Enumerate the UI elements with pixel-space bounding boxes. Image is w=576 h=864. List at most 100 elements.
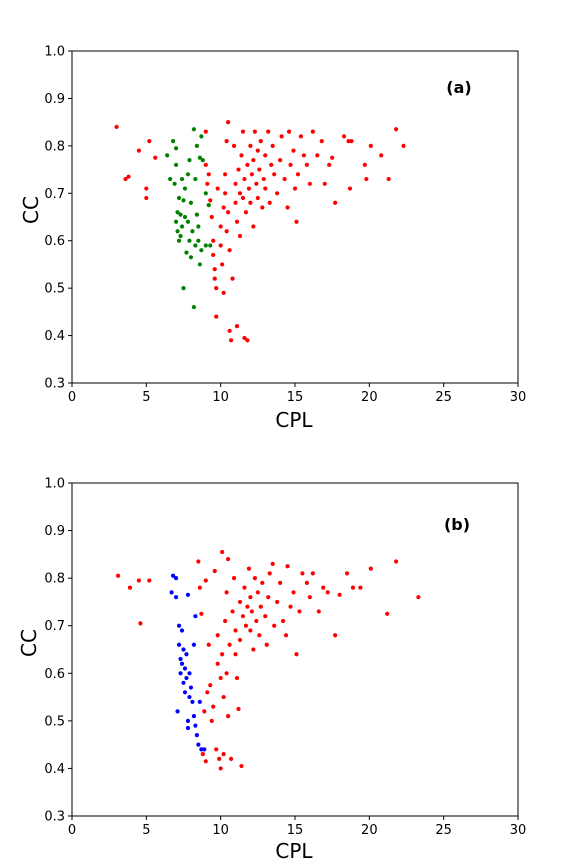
data-point	[209, 214, 214, 220]
data-point	[199, 611, 204, 616]
data-point	[193, 723, 198, 728]
data-point	[181, 680, 186, 685]
data-point	[239, 763, 244, 769]
data-point	[393, 559, 399, 564]
data-point	[266, 595, 271, 600]
data-point	[263, 614, 268, 619]
data-point	[115, 573, 121, 578]
data-point	[257, 167, 262, 172]
data-point	[319, 139, 324, 144]
data-point	[226, 120, 231, 125]
data-point	[182, 690, 188, 695]
data-point	[218, 243, 223, 248]
data-point	[228, 756, 234, 762]
data-point	[283, 633, 289, 638]
data-point	[236, 706, 241, 712]
y-tick-label: 0.9	[44, 92, 65, 107]
data-point	[182, 214, 188, 220]
data-point	[199, 747, 204, 752]
data-point	[242, 335, 247, 341]
data-point	[230, 276, 235, 281]
data-point	[350, 585, 356, 590]
data-point	[191, 642, 197, 647]
data-point	[269, 162, 274, 167]
data-point	[315, 153, 320, 158]
data-point	[249, 609, 254, 614]
data-point	[255, 148, 260, 153]
data-point	[255, 590, 260, 595]
data-point	[260, 205, 265, 210]
data-point	[165, 153, 170, 158]
data-point	[254, 618, 259, 624]
data-point	[231, 576, 237, 581]
data-point	[248, 628, 253, 633]
data-point	[196, 224, 201, 229]
data-point	[234, 675, 240, 681]
data-point	[221, 694, 226, 700]
data-point	[224, 139, 229, 144]
data-point	[330, 155, 335, 160]
data-point	[203, 578, 208, 583]
data-point	[379, 153, 384, 158]
y-tick-label: 0.5	[44, 282, 65, 297]
data-point	[223, 172, 228, 177]
x-tick-label: 10	[212, 390, 229, 405]
x-tick-label: 5	[142, 390, 150, 405]
data-point	[245, 604, 250, 609]
x-tick-label: 20	[361, 390, 378, 405]
data-point	[175, 210, 180, 215]
x-tick-label: 25	[435, 823, 452, 838]
data-point	[327, 162, 332, 167]
data-point	[211, 238, 216, 243]
data-point	[197, 155, 202, 160]
data-point	[237, 191, 243, 196]
data-point	[237, 233, 243, 239]
data-point	[208, 243, 213, 248]
scatter-panel-b: (b) CPL CC 0 5 10 15 20 25 30 0.3 0.4 0.5 0.6 0.7 0.…	[17, 477, 526, 864]
x-tick-label: 15	[287, 390, 304, 405]
data-point	[245, 338, 250, 343]
y-tick-label: 0.7	[44, 619, 65, 634]
data-point	[179, 661, 185, 666]
data-point	[358, 585, 363, 590]
data-point	[341, 134, 347, 139]
y-tick-label: 0.6	[44, 667, 65, 682]
data-point	[136, 148, 141, 153]
data-point	[203, 129, 208, 134]
data-point	[240, 614, 246, 619]
data-point	[260, 580, 265, 586]
data-point	[187, 694, 192, 700]
data-point	[266, 129, 271, 134]
data-point	[203, 759, 208, 764]
data-point	[264, 642, 269, 647]
data-point	[212, 568, 217, 574]
y-tick-label: 0.8	[44, 139, 65, 154]
data-point	[196, 559, 201, 564]
data-point	[196, 238, 201, 243]
data-point	[333, 633, 338, 638]
data-point	[275, 191, 280, 196]
data-point	[194, 143, 199, 148]
data-point	[251, 157, 256, 163]
data-point	[321, 585, 326, 590]
data-point	[233, 200, 238, 205]
data-point	[285, 205, 290, 210]
data-point	[239, 153, 244, 158]
data-point	[191, 714, 197, 719]
data-point	[175, 709, 180, 714]
data-point	[278, 580, 283, 586]
data-point	[199, 134, 204, 139]
data-point	[362, 162, 367, 167]
y-tick-label: 0.4	[44, 762, 65, 777]
data-point	[220, 549, 225, 555]
data-point	[208, 683, 213, 688]
data-point	[211, 252, 216, 258]
data-point	[246, 566, 252, 571]
x-tick-label: 20	[361, 823, 378, 838]
data-point	[147, 578, 152, 583]
data-point	[386, 176, 391, 182]
data-point	[194, 733, 199, 738]
data-point	[170, 139, 176, 144]
data-point	[205, 690, 210, 695]
data-point	[307, 181, 312, 186]
